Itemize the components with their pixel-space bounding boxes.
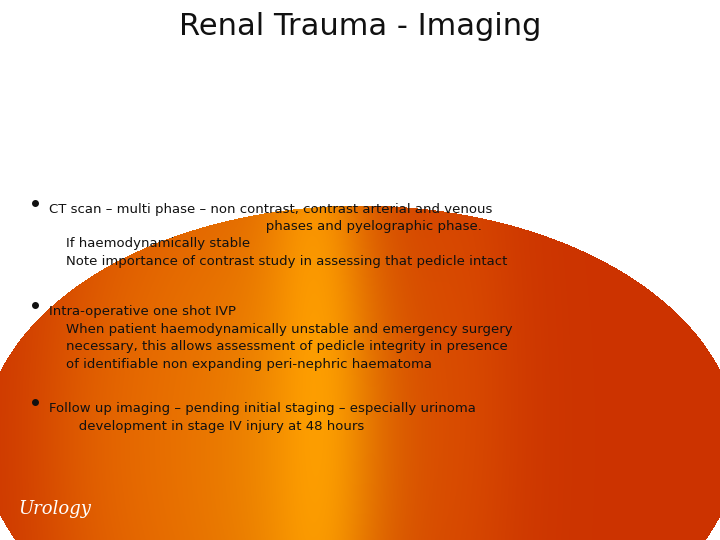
Text: Urology: Urology [18,500,91,518]
Text: CT scan – multi phase – non contrast, contrast arterial and venous
             : CT scan – multi phase – non contrast, co… [49,202,508,268]
Text: Renal Trauma - Imaging: Renal Trauma - Imaging [179,12,541,41]
Text: Follow up imaging – pending initial staging – especially urinoma
       developm: Follow up imaging – pending initial stag… [49,402,476,433]
Text: Intra-operative one shot IVP
    When patient haemodynamically unstable and emer: Intra-operative one shot IVP When patien… [49,305,513,370]
